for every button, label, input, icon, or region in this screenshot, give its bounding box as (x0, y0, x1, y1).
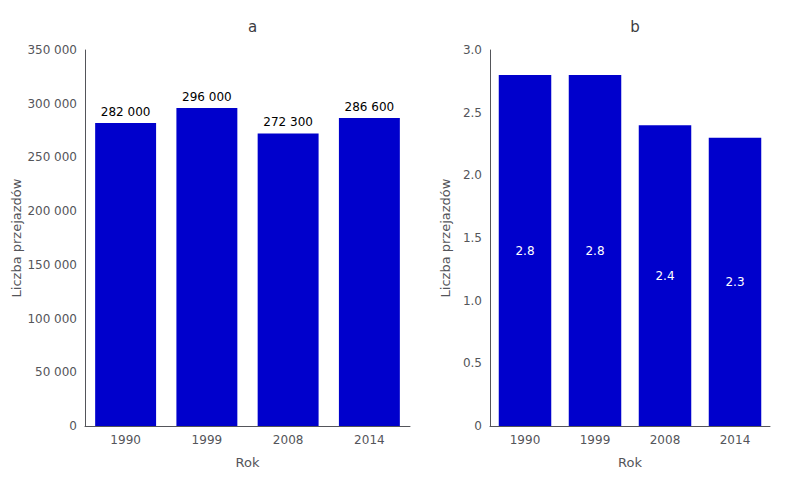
svg-text:1999: 1999 (192, 433, 223, 447)
svg-text:2008: 2008 (273, 433, 304, 447)
svg-text:2.0: 2.0 (463, 168, 482, 182)
svg-text:1.5: 1.5 (463, 231, 482, 245)
svg-text:2.4: 2.4 (655, 269, 674, 283)
svg-text:282 000: 282 000 (101, 105, 151, 119)
svg-text:200 000: 200 000 (27, 204, 77, 218)
svg-text:Liczba przejazdów: Liczba przejazdów (438, 178, 453, 297)
svg-text:150 000: 150 000 (27, 258, 77, 272)
svg-text:1990: 1990 (110, 433, 141, 447)
svg-text:Rok: Rok (236, 455, 260, 470)
svg-text:3.0: 3.0 (463, 43, 482, 57)
svg-text:50 000: 50 000 (35, 365, 77, 379)
svg-text:Liczba przejazdów: Liczba przejazdów (9, 178, 24, 297)
svg-text:296 000: 296 000 (182, 90, 232, 104)
svg-text:0: 0 (474, 419, 482, 433)
svg-text:2.8: 2.8 (585, 244, 604, 258)
svg-text:a: a (248, 18, 257, 36)
svg-text:0: 0 (69, 419, 77, 433)
svg-text:2.8: 2.8 (515, 244, 534, 258)
svg-text:2.5: 2.5 (463, 106, 482, 120)
svg-text:100 000: 100 000 (27, 312, 77, 326)
svg-text:b: b (630, 18, 640, 36)
svg-text:Rok: Rok (618, 455, 642, 470)
svg-text:2014: 2014 (720, 433, 751, 447)
svg-text:1999: 1999 (580, 433, 611, 447)
svg-text:250 000: 250 000 (27, 150, 77, 164)
svg-text:0.5: 0.5 (463, 356, 482, 370)
svg-text:2014: 2014 (354, 433, 385, 447)
svg-text:300 000: 300 000 (27, 97, 77, 111)
svg-text:350 000: 350 000 (27, 43, 77, 57)
svg-text:2.3: 2.3 (725, 275, 744, 289)
svg-text:272 300: 272 300 (263, 115, 313, 129)
svg-text:1.0: 1.0 (463, 294, 482, 308)
svg-text:286 600: 286 600 (345, 100, 395, 114)
svg-text:2008: 2008 (650, 433, 681, 447)
svg-text:1990: 1990 (510, 433, 541, 447)
